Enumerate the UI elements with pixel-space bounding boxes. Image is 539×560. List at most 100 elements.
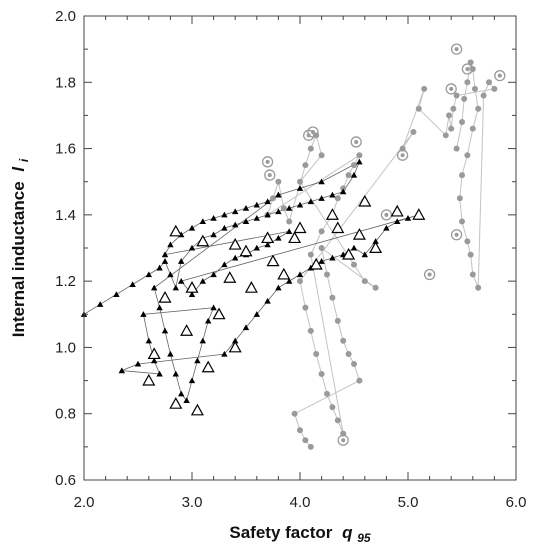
grey-filled-circle-point	[329, 404, 336, 411]
grey-filled-circle-point	[448, 125, 455, 132]
black-filled-triangle-point	[221, 350, 228, 357]
black-filled-triangle-point	[232, 221, 239, 228]
black-filled-triangle-point	[318, 258, 325, 264]
grey-filled-circle-point	[372, 284, 379, 291]
grey-filled-circle-point	[307, 443, 314, 450]
black-open-triangle-point	[369, 241, 383, 253]
black-filled-triangle-point	[253, 201, 260, 208]
black-filled-triangle-point	[350, 244, 358, 251]
grey-open-circle-center	[400, 153, 405, 158]
black-filled-triangle-point	[264, 211, 271, 218]
black-open-triangle-point	[352, 228, 366, 240]
black-filled-triangle-point	[167, 350, 174, 357]
black-filled-triangle-point	[151, 284, 158, 291]
x-tick-label: 2.0	[74, 494, 95, 511]
black-filled-triangle-point	[178, 258, 185, 264]
black-filled-triangle-point	[140, 311, 147, 317]
grey-filled-circle-point	[459, 172, 465, 179]
grey-filled-circle-point	[356, 377, 363, 384]
grey-filled-circle-point	[318, 245, 325, 251]
grey-filled-circle-point	[475, 284, 482, 291]
grey-filled-circle-point	[356, 152, 363, 159]
grey-filled-circle-point	[340, 337, 347, 344]
grey-filled-circle-point	[291, 410, 298, 417]
black-filled-triangle-point	[275, 234, 282, 241]
black-filled-triangle-point	[113, 291, 120, 297]
black-filled-triangle-point	[361, 251, 368, 258]
grey-open-circle-point	[380, 209, 393, 221]
black-open-triangle-point	[244, 281, 258, 293]
grey-filled-circle-point	[450, 105, 457, 112]
black-open-triangle-point	[261, 231, 275, 244]
black-filled-triangle-point	[383, 224, 390, 231]
black-open-triangle-point	[390, 204, 404, 217]
black-filled-triangle-point	[161, 327, 169, 334]
grey-filled-circle-point	[469, 125, 476, 132]
y-tick-label: 0.6	[55, 472, 76, 489]
x-axis-title: Safety factor q 95	[229, 523, 371, 545]
grey-open-circle-point	[337, 434, 349, 446]
grey-open-circle-center	[465, 67, 470, 72]
black-filled-triangle-point	[394, 218, 401, 225]
grey-filled-circle-point	[302, 437, 309, 444]
black-filled-triangle-point	[264, 198, 271, 205]
grey-filled-circle-point	[297, 278, 303, 285]
grey-open-circle-point	[445, 83, 457, 95]
grey-filled-circle-point	[480, 92, 487, 99]
black-filled-triangle-point	[199, 337, 206, 344]
grey-filled-circle-point	[270, 195, 276, 202]
grey-filled-circle-point	[467, 251, 474, 258]
grey-filled-circle-point	[307, 327, 314, 334]
y-tick-label: 0.8	[55, 406, 76, 423]
grey-open-circle-point	[302, 129, 315, 141]
x-tick-label: 3.0	[182, 494, 203, 511]
grey-filled-circle-point	[461, 95, 468, 102]
black-open-triangle-point	[228, 340, 242, 353]
black-filled-triangle-point	[340, 188, 347, 195]
y-axis-title-subscript: i	[17, 158, 31, 162]
grey-filled-circle-point	[324, 271, 330, 278]
grey-filled-circle-point	[361, 278, 368, 285]
black-filled-triangle-point	[275, 208, 282, 215]
black-open-triangle-point	[331, 221, 345, 234]
black-open-triangle-point	[223, 271, 237, 283]
grey-filled-circle-point	[280, 205, 287, 212]
black-filled-triangle-point	[232, 337, 239, 344]
black-open-triangle-point	[142, 373, 156, 386]
black-filled-triangle-point	[145, 337, 152, 344]
black-filled-triangle-point	[307, 198, 314, 205]
grey-filled-circle-point	[351, 162, 357, 169]
black-filled-triangle-point	[286, 205, 293, 211]
grey-filled-circle-point	[456, 195, 463, 202]
black-filled-triangle-point	[210, 214, 217, 221]
black-filled-triangle-point	[221, 261, 228, 268]
black-filled-triangle-point	[210, 231, 217, 238]
grey-filled-circle-point	[410, 129, 417, 135]
grey-open-circle-center	[497, 73, 502, 78]
black-open-triangle-point	[180, 324, 194, 336]
black-filled-triangle-point	[118, 367, 125, 374]
y-tick-label: 1.2	[55, 273, 76, 290]
y-tick-label: 1.0	[55, 339, 76, 356]
grey-open-circle-point	[350, 136, 362, 148]
black-filled-triangle-point	[129, 281, 136, 288]
black-filled-triangle-point	[161, 258, 169, 264]
grey-filled-circle-point	[446, 112, 453, 119]
black-open-triangle-point	[342, 247, 356, 260]
black-filled-triangle-point	[145, 271, 152, 278]
black-open-triangle-point	[147, 347, 161, 360]
black-filled-triangle-point	[329, 191, 336, 198]
grey-filled-circle-point	[297, 427, 303, 434]
grey-filled-circle-point	[329, 294, 336, 301]
grey-filled-circle-point	[307, 251, 314, 258]
grey-filled-circle-point	[275, 178, 282, 185]
data-points	[80, 43, 506, 450]
black-filled-triangle-point	[205, 317, 212, 324]
grey-filled-circle-point	[334, 195, 341, 202]
black-filled-triangle-point	[232, 254, 239, 261]
black-filled-triangle-point	[156, 304, 163, 311]
grey-open-circle-point	[450, 43, 463, 55]
black-filled-triangle-point	[210, 271, 217, 278]
black-filled-triangle-point	[188, 377, 196, 384]
grey-open-circle-center	[454, 232, 459, 237]
